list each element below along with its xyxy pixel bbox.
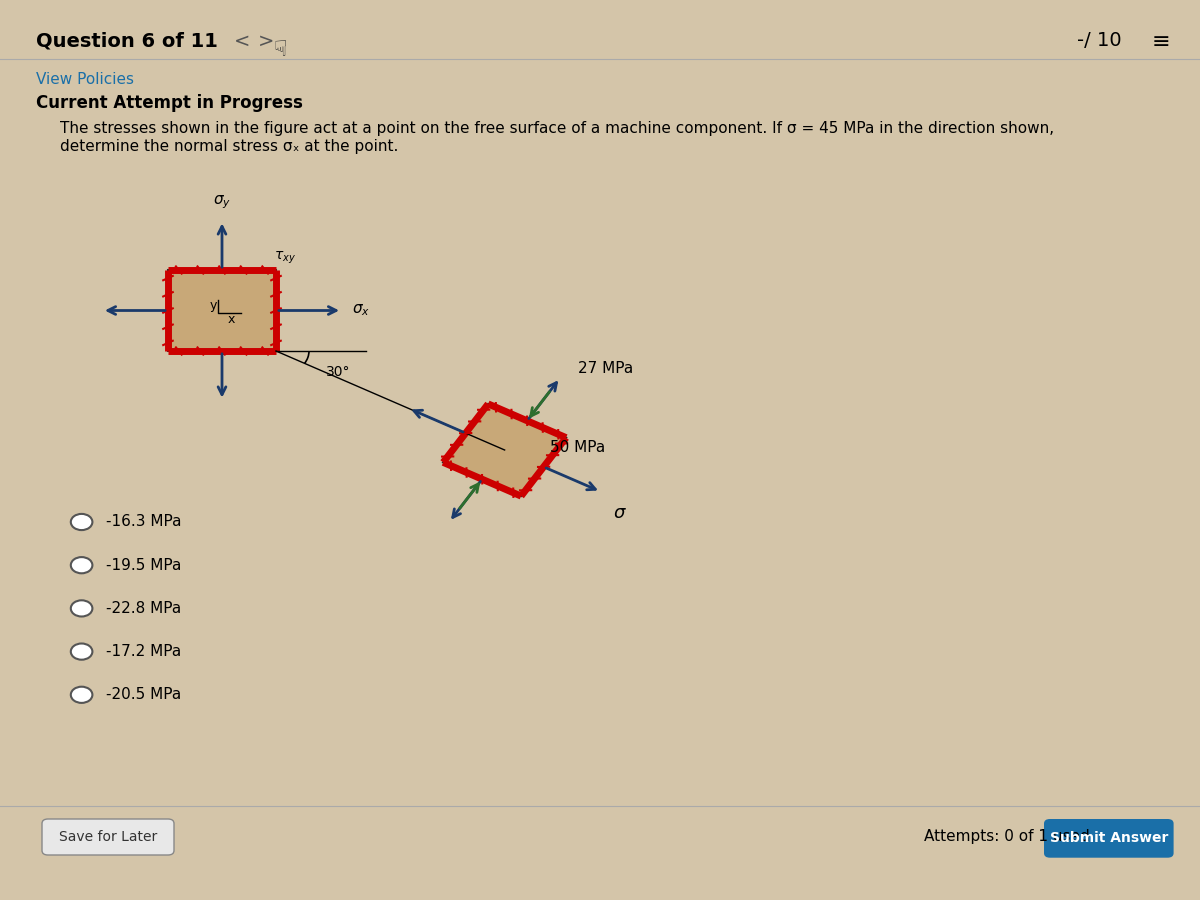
Text: <: < (234, 32, 251, 50)
FancyBboxPatch shape (42, 819, 174, 855)
Text: Save for Later: Save for Later (59, 830, 157, 844)
Circle shape (71, 644, 92, 660)
FancyBboxPatch shape (1044, 819, 1174, 858)
Text: The stresses shown in the figure act at a point on the free surface of a machine: The stresses shown in the figure act at … (60, 122, 1054, 137)
Circle shape (71, 600, 92, 617)
Text: Attempts: 0 of 1 used: Attempts: 0 of 1 used (924, 830, 1090, 844)
Text: $\sigma_x$: $\sigma_x$ (352, 302, 370, 319)
Text: Question 6 of 11: Question 6 of 11 (36, 32, 218, 50)
Text: -22.8 MPa: -22.8 MPa (106, 601, 181, 616)
Text: -16.3 MPa: -16.3 MPa (106, 515, 181, 529)
Text: $\tau_{xy}$: $\tau_{xy}$ (274, 250, 295, 266)
Text: x: x (228, 313, 235, 326)
Circle shape (71, 687, 92, 703)
Text: -20.5 MPa: -20.5 MPa (106, 688, 181, 702)
Text: σ: σ (613, 504, 625, 522)
Text: y: y (210, 299, 217, 311)
Text: -19.5 MPa: -19.5 MPa (106, 558, 181, 572)
Text: $\sigma_y$: $\sigma_y$ (212, 194, 232, 212)
Text: -/ 10: -/ 10 (1078, 32, 1122, 50)
Text: -17.2 MPa: -17.2 MPa (106, 644, 181, 659)
Text: >: > (258, 32, 275, 50)
Text: 27 MPa: 27 MPa (578, 362, 634, 376)
Text: 50 MPa: 50 MPa (550, 440, 605, 455)
Text: ☟: ☟ (274, 40, 287, 60)
Text: 30°: 30° (326, 365, 350, 380)
Text: Submit Answer: Submit Answer (1050, 831, 1168, 845)
Polygon shape (443, 404, 566, 496)
Polygon shape (168, 270, 276, 351)
Circle shape (71, 557, 92, 573)
Text: ≡: ≡ (1151, 32, 1170, 51)
Text: determine the normal stress σₓ at the point.: determine the normal stress σₓ at the po… (60, 140, 398, 155)
Circle shape (71, 514, 92, 530)
Text: Current Attempt in Progress: Current Attempt in Progress (36, 94, 302, 112)
Text: View Policies: View Policies (36, 72, 134, 87)
